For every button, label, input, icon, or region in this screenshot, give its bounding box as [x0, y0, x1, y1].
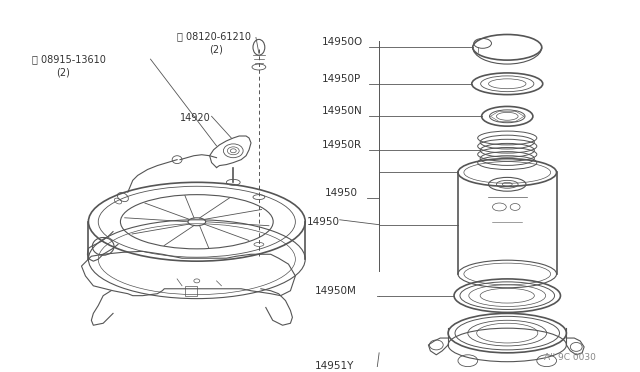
Text: 14950N: 14950N	[322, 106, 363, 116]
Text: Ⓑ 08120-61210: Ⓑ 08120-61210	[177, 32, 251, 42]
Text: 14950: 14950	[325, 188, 358, 198]
Text: (2): (2)	[209, 44, 223, 54]
Text: 14950O: 14950O	[322, 37, 364, 47]
Text: 14950M: 14950M	[315, 286, 357, 296]
Text: A'' 9C 0030: A'' 9C 0030	[544, 353, 596, 362]
Text: ⓥ 08915-13610: ⓥ 08915-13610	[32, 54, 106, 64]
Text: 14950: 14950	[307, 217, 340, 227]
Text: 14950P: 14950P	[322, 74, 361, 84]
Text: 14951Y: 14951Y	[315, 361, 355, 371]
Text: (2): (2)	[56, 67, 70, 77]
Text: 14920: 14920	[180, 113, 211, 124]
Bar	[185, 286, 197, 296]
Text: 14950R: 14950R	[322, 140, 362, 150]
